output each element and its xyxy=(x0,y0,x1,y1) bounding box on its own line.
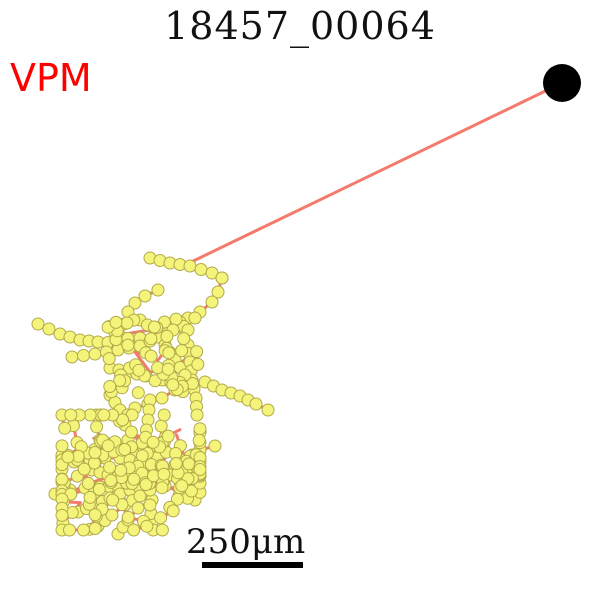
bouton xyxy=(77,349,90,362)
bouton xyxy=(88,508,102,522)
bouton xyxy=(124,425,138,439)
bouton xyxy=(63,523,76,537)
bouton xyxy=(166,504,180,518)
bouton xyxy=(88,446,102,459)
bouton xyxy=(131,386,145,400)
bouton xyxy=(190,345,204,359)
bouton xyxy=(103,460,117,474)
bouton xyxy=(55,473,69,486)
bouton xyxy=(83,490,97,504)
bouton xyxy=(128,296,142,310)
scale-bar-label: 250μm xyxy=(186,522,306,562)
bouton xyxy=(104,474,118,487)
bouton xyxy=(211,285,225,299)
bouton xyxy=(151,361,165,375)
bouton xyxy=(175,344,189,358)
bouton xyxy=(55,439,69,453)
bouton xyxy=(175,479,189,493)
bouton xyxy=(147,320,161,334)
bouton xyxy=(144,332,158,346)
bouton xyxy=(188,311,202,325)
bouton xyxy=(144,349,158,363)
bouton xyxy=(157,408,171,422)
bouton xyxy=(157,467,171,481)
bouton xyxy=(90,420,104,434)
bouton xyxy=(131,501,145,515)
bouton xyxy=(140,519,154,533)
bouton xyxy=(88,522,102,535)
bouton xyxy=(103,380,117,393)
bouton xyxy=(58,421,72,435)
bouton xyxy=(154,511,168,525)
bouton xyxy=(83,408,97,422)
bouton xyxy=(132,363,146,377)
bouton xyxy=(215,271,229,285)
bouton xyxy=(169,312,183,326)
bouton xyxy=(160,329,174,343)
bouton xyxy=(101,439,115,453)
bouton xyxy=(143,498,157,512)
bouton xyxy=(42,322,56,336)
bouton xyxy=(97,408,111,422)
bouton xyxy=(120,316,134,330)
bouton xyxy=(182,457,196,471)
bouton xyxy=(65,350,79,364)
bouton xyxy=(170,492,184,506)
bouton xyxy=(31,317,45,331)
bouton xyxy=(205,295,219,309)
bouton xyxy=(169,457,183,470)
bouton xyxy=(77,523,90,537)
bouton xyxy=(121,510,135,524)
bouton xyxy=(162,346,176,360)
bouton xyxy=(55,508,69,522)
bouton xyxy=(155,481,169,495)
bouton xyxy=(109,315,123,329)
neuron-id-title: 18457_00064 xyxy=(164,4,436,48)
bouton xyxy=(161,429,175,443)
bouton xyxy=(118,443,132,456)
bouton xyxy=(114,463,128,477)
bouton xyxy=(121,338,135,352)
bouton xyxy=(88,347,102,361)
bouton xyxy=(249,397,263,411)
bouton xyxy=(154,419,168,433)
bouton xyxy=(151,283,165,297)
bouton xyxy=(208,439,222,453)
soma xyxy=(543,64,581,102)
bouton xyxy=(139,478,153,491)
bouton xyxy=(146,435,160,449)
bouton xyxy=(183,259,197,273)
bouton xyxy=(177,332,191,346)
bouton xyxy=(166,378,180,392)
bouton xyxy=(77,462,91,476)
region-label: VPM xyxy=(10,56,92,100)
bouton xyxy=(161,362,175,376)
bouton xyxy=(105,508,119,522)
bouton xyxy=(192,433,206,447)
bouton xyxy=(261,403,275,417)
bouton xyxy=(193,422,207,436)
bouton xyxy=(193,463,207,476)
bouton xyxy=(106,493,120,507)
bouton xyxy=(113,374,127,387)
bouton xyxy=(127,472,141,486)
bouton-markers xyxy=(31,251,275,541)
bouton xyxy=(190,408,204,422)
bouton xyxy=(155,523,169,537)
bouton xyxy=(102,352,116,366)
bouton xyxy=(127,523,141,537)
bouton xyxy=(81,476,95,490)
bouton xyxy=(155,391,169,405)
bouton xyxy=(191,357,205,371)
bouton xyxy=(92,482,106,496)
bouton xyxy=(194,263,208,276)
main-axon xyxy=(183,81,564,267)
bouton xyxy=(61,450,75,464)
scale-bar xyxy=(202,562,303,568)
bouton xyxy=(138,289,152,303)
bouton xyxy=(64,408,78,422)
